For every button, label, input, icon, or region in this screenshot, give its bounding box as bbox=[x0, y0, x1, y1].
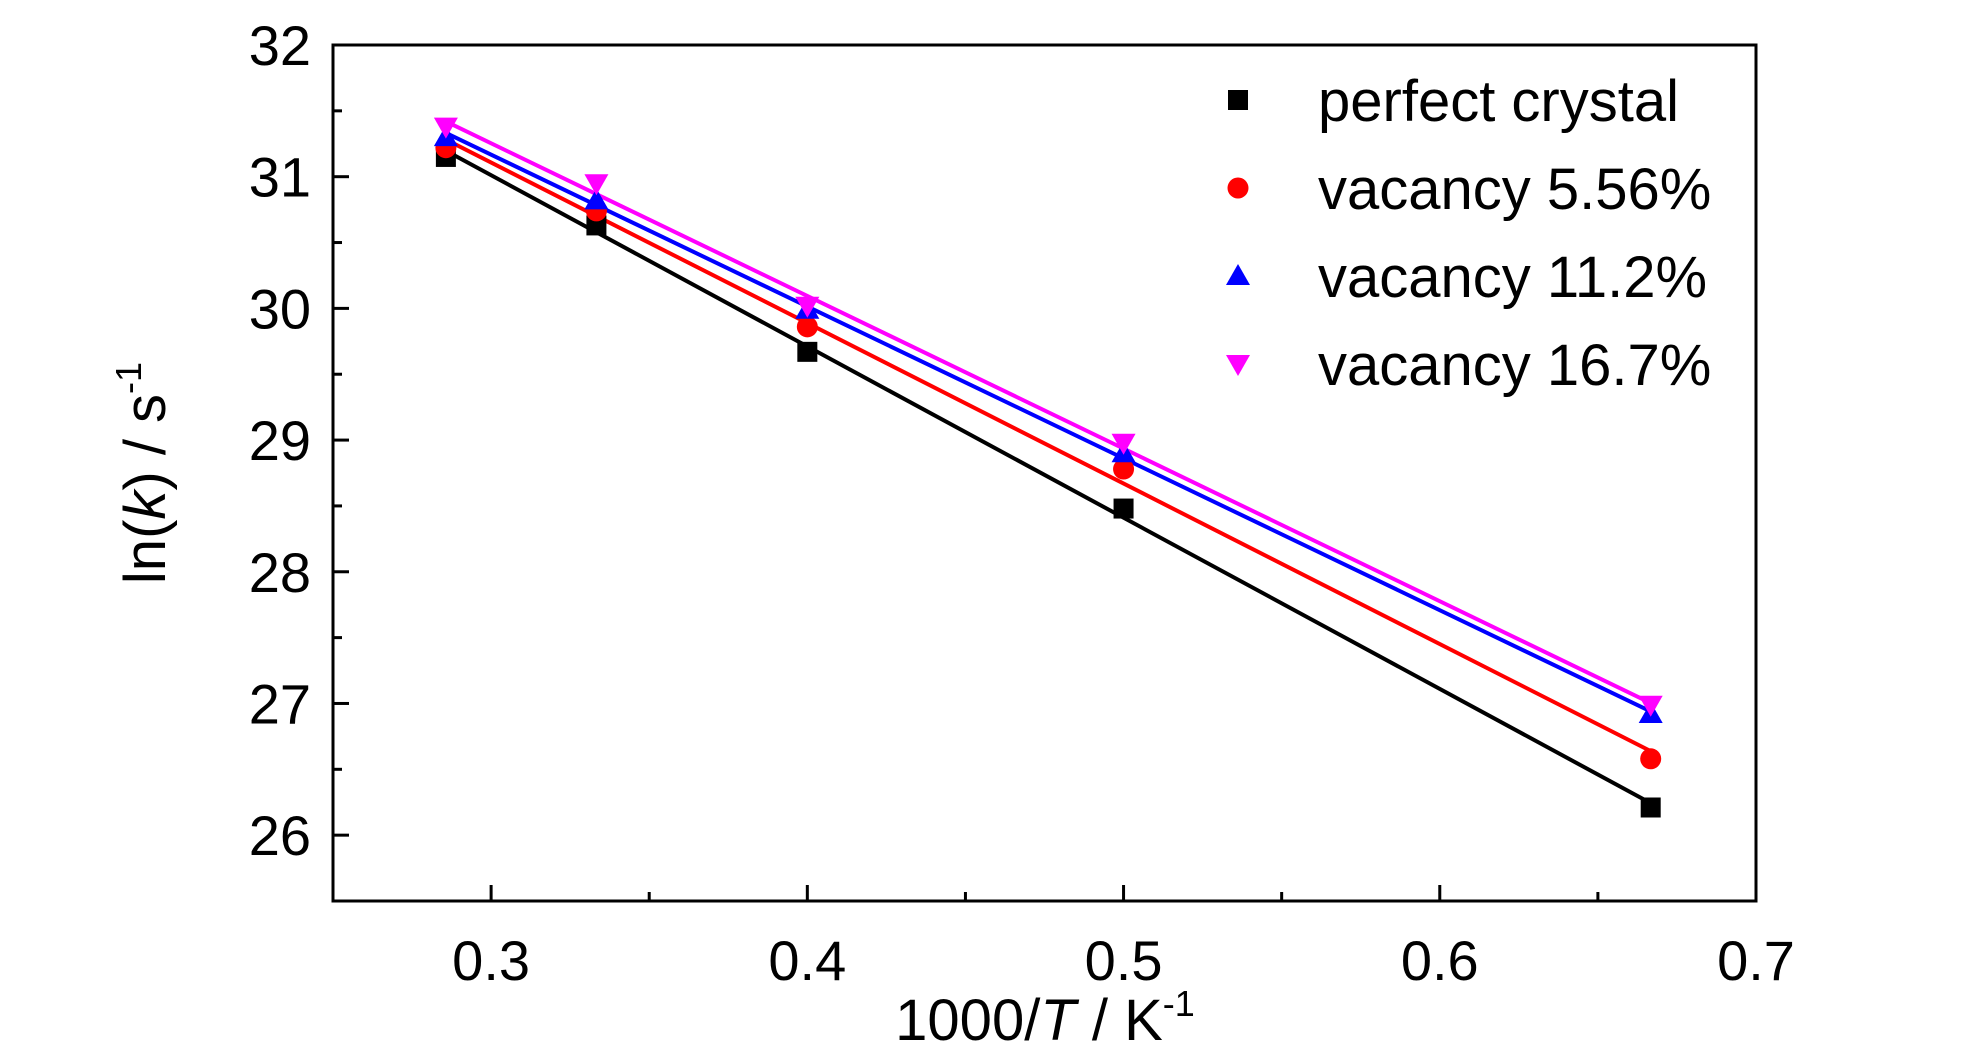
data-point bbox=[1640, 797, 1661, 818]
y-axis: 26 27 28 29 30 31 32 bbox=[249, 14, 349, 903]
plot-frame bbox=[331, 43, 1758, 903]
data-point bbox=[433, 117, 458, 139]
legend-marker bbox=[1228, 90, 1248, 110]
x-axis-title: 1000/T / K-1 bbox=[895, 983, 1195, 1053]
y-axis-title: ln(k) / s-1 bbox=[108, 362, 178, 584]
fit-line bbox=[444, 137, 1652, 753]
data-point bbox=[795, 296, 820, 318]
y-tick-label: 30 bbox=[249, 277, 311, 340]
legend-marker bbox=[1226, 355, 1250, 376]
x-tick-label: 0.4 bbox=[768, 929, 846, 992]
fit-line bbox=[444, 148, 1652, 805]
data-point bbox=[586, 215, 607, 236]
data-markers bbox=[433, 117, 1663, 818]
legend: perfect crystal vacancy 5.56% vacancy 11.2… bbox=[1226, 69, 1711, 398]
x-tick-label: 0.3 bbox=[452, 929, 530, 992]
x-tick-label: 0.6 bbox=[1401, 929, 1479, 992]
legend-label: vacancy 16.7% bbox=[1318, 333, 1711, 398]
y-tick-label: 28 bbox=[249, 541, 311, 604]
data-point bbox=[584, 174, 609, 196]
fit-lines bbox=[444, 119, 1652, 805]
fit-line bbox=[445, 119, 1652, 705]
data-point bbox=[1638, 695, 1663, 717]
x-tick-label: 0.7 bbox=[1717, 929, 1795, 992]
data-point bbox=[1640, 748, 1662, 770]
legend-label: vacancy 5.56% bbox=[1318, 157, 1711, 222]
legend-label: vacancy 11.2% bbox=[1318, 245, 1707, 310]
legend-marker bbox=[1227, 177, 1249, 199]
data-point bbox=[584, 188, 609, 210]
data-point bbox=[1113, 498, 1134, 519]
y-tick-label: 31 bbox=[249, 146, 311, 209]
y-tick-label: 27 bbox=[249, 672, 311, 735]
y-tick-label: 32 bbox=[249, 14, 311, 77]
data-point bbox=[1111, 433, 1136, 455]
y-tick-label: 29 bbox=[249, 409, 311, 472]
x-tick-label: 0.5 bbox=[1085, 929, 1163, 992]
data-point bbox=[797, 341, 818, 362]
y-tick-label: 26 bbox=[249, 804, 311, 867]
data-point bbox=[1113, 458, 1135, 480]
legend-label: perfect crystal bbox=[1318, 69, 1679, 134]
legend-marker bbox=[1226, 264, 1250, 285]
fit-line bbox=[445, 131, 1652, 714]
data-point bbox=[796, 316, 818, 338]
